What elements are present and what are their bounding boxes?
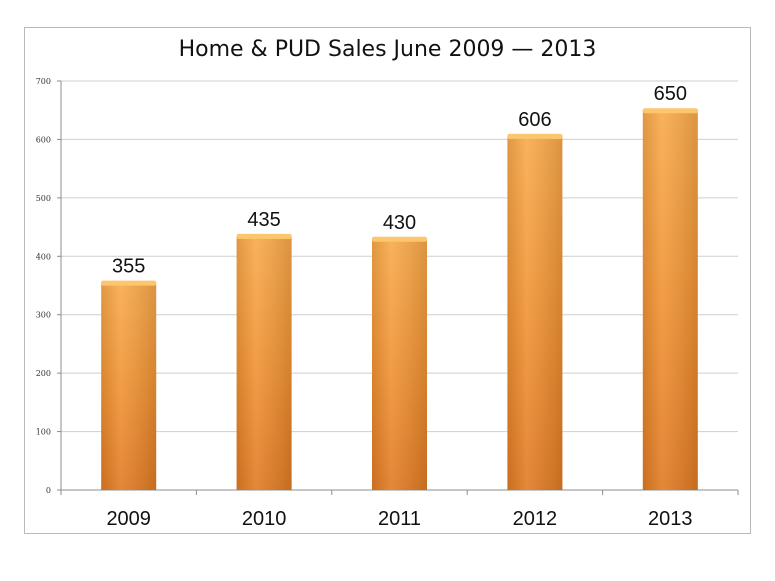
- bar-top-cap: [507, 133, 563, 139]
- y-tick-label: 700: [36, 77, 51, 86]
- bar-shading: [236, 235, 292, 490]
- y-tick-label: 200: [36, 369, 51, 378]
- bar-shading: [507, 135, 563, 490]
- bar-top-cap: [372, 236, 427, 242]
- data-label: 435: [247, 209, 280, 231]
- bars: 355 435 430 606 650: [101, 83, 698, 490]
- x-axis-ticks: 2009 2010 2011 2012 2013: [60, 490, 739, 530]
- bar-shading: [372, 238, 427, 490]
- y-axis-ticks: 0 100 200 300 400 500 600 700: [36, 77, 61, 495]
- y-tick-label: 500: [36, 194, 51, 203]
- x-tick-label: 2013: [648, 508, 693, 530]
- y-tick-label: 400: [36, 252, 51, 261]
- x-tick-label: 2011: [378, 508, 421, 530]
- data-label: 650: [654, 83, 687, 105]
- y-tick-label: 600: [36, 135, 51, 144]
- bar-top-cap: [236, 233, 292, 239]
- y-tick-label: 100: [36, 428, 51, 437]
- x-tick-label: 2012: [513, 508, 558, 530]
- y-tick-label: 300: [36, 311, 51, 320]
- data-label: 355: [112, 256, 145, 278]
- bar-top-cap: [642, 108, 698, 114]
- bar-shading: [642, 110, 698, 490]
- bar-shading: [101, 282, 157, 490]
- data-label: 430: [383, 212, 416, 234]
- data-label: 606: [518, 109, 551, 131]
- x-tick-label: 2009: [106, 508, 151, 530]
- x-tick-label: 2010: [242, 508, 287, 530]
- bar-top-cap: [101, 280, 157, 286]
- y-tick-label: 0: [46, 486, 51, 495]
- chart-title: Home & PUD Sales June 2009 — 2013: [178, 37, 597, 62]
